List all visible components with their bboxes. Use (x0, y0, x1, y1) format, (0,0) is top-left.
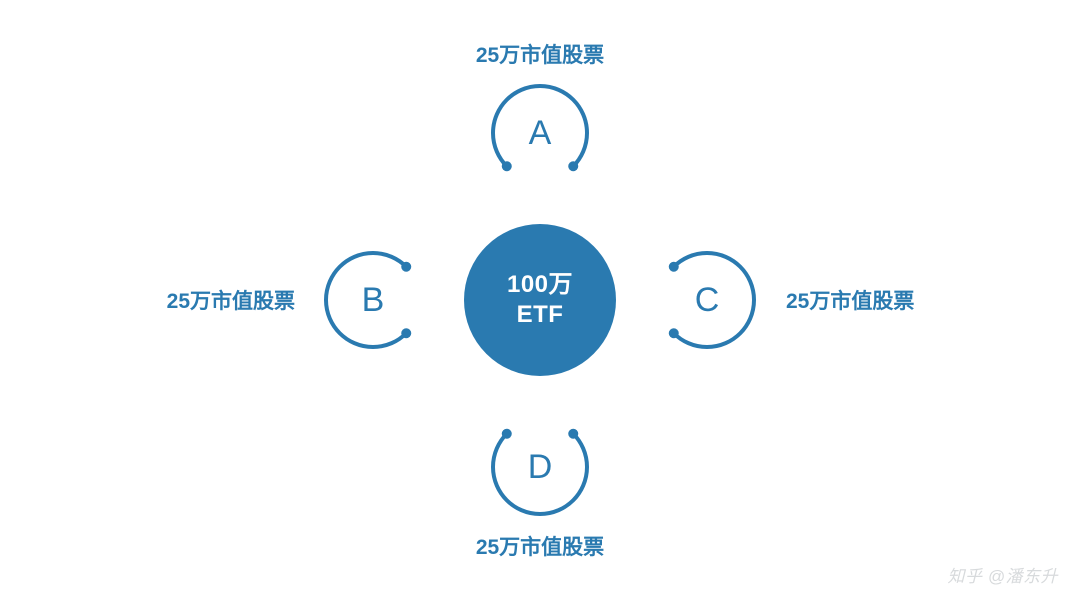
node-label-B: 25万市值股票 (167, 285, 295, 315)
node-B: B (316, 243, 430, 357)
node-C: C (650, 243, 764, 357)
center-line2: ETF (517, 300, 564, 330)
node-A: A (483, 76, 597, 190)
watermark: 知乎 @潘东升 (948, 562, 1058, 587)
node-label-D: 25万市值股票 (476, 531, 604, 561)
node-letter-D: D (483, 410, 597, 524)
center-line1: 100万 (507, 270, 573, 300)
diagram-canvas: 100万ETF A 25万市值股票 B 25万市值股票 C 25万市值股票 D 25万市值股票知… (0, 0, 1080, 601)
node-letter-A: A (483, 76, 597, 190)
node-letter-C: C (650, 243, 764, 357)
node-letter-B: B (316, 243, 430, 357)
node-label-C: 25万市值股票 (786, 285, 914, 315)
node-label-A: 25万市值股票 (476, 39, 604, 69)
node-D: D (483, 410, 597, 524)
center-circle: 100万ETF (464, 224, 616, 376)
